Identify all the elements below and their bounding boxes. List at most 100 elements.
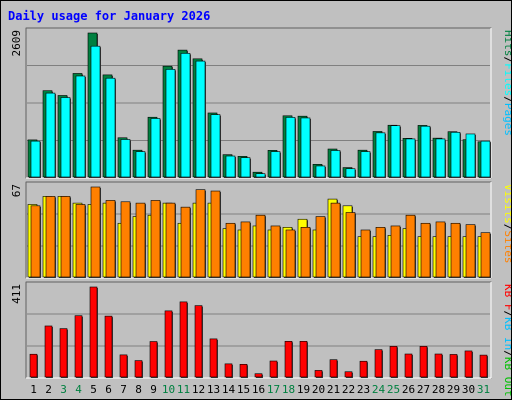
bar-kb-f-day-27 xyxy=(419,346,428,378)
bar-sites-day-31 xyxy=(480,232,491,278)
bar-kb-f-day-19 xyxy=(299,341,308,378)
x-tick-label-day-14: 14 xyxy=(222,383,236,396)
x-tick-label-day-19: 19 xyxy=(297,383,310,396)
bar-kb-f-day-11 xyxy=(179,301,188,378)
x-tick-label-day-21: 21 xyxy=(327,383,340,396)
x-tick-label-day-9: 9 xyxy=(150,383,157,396)
bar-kb-f-day-29 xyxy=(449,354,458,378)
x-tick-label-day-16: 16 xyxy=(252,383,265,396)
bar-sites-day-24 xyxy=(375,226,386,278)
x-tick-label-day-11: 11 xyxy=(177,383,190,396)
legend-entry: / xyxy=(502,96,511,103)
bar-files-day-24 xyxy=(375,132,386,178)
bar-sites-day-11 xyxy=(180,206,191,278)
bar-sites-day-8 xyxy=(135,202,146,278)
bar-sites-day-6 xyxy=(105,200,116,278)
bar-files-day-25 xyxy=(390,125,401,178)
bar-kb-f-day-24 xyxy=(374,349,383,378)
x-tick-label-day-25: 25 xyxy=(387,383,400,396)
bar-sites-day-16 xyxy=(255,214,266,278)
bar-files-day-20 xyxy=(315,165,326,178)
bar-files-day-30 xyxy=(465,133,476,178)
panel-1-max-label: 2609 xyxy=(10,30,23,57)
bar-files-day-4 xyxy=(75,75,86,178)
bar-sites-day-1 xyxy=(30,205,41,278)
x-tick-label-day-31: 31 xyxy=(477,383,490,396)
x-tick-label-day-4: 4 xyxy=(75,383,82,396)
x-tick-label-day-24: 24 xyxy=(372,383,386,396)
panel-2-legend: Visits/Sites xyxy=(502,184,511,264)
bar-files-day-12 xyxy=(195,60,206,178)
x-tick-label-day-1: 1 xyxy=(30,383,37,396)
bar-sites-day-19 xyxy=(300,226,311,278)
bar-sites-day-23 xyxy=(360,229,371,278)
x-tick-label-day-17: 17 xyxy=(267,383,280,396)
panel-3-background xyxy=(25,281,492,379)
x-tick-label-day-26: 26 xyxy=(402,383,415,396)
legend-entry: Pages xyxy=(502,103,511,136)
bar-sites-day-3 xyxy=(60,196,71,278)
bar-kb-f-day-12 xyxy=(194,305,203,378)
bar-kb-f-day-6 xyxy=(104,315,113,378)
bar-files-day-28 xyxy=(435,138,446,178)
panel-1-legend: Hits/Files/Pages xyxy=(502,30,511,136)
bar-files-day-3 xyxy=(60,97,71,178)
bar-files-day-19 xyxy=(300,117,311,178)
bar-sites-day-29 xyxy=(450,222,461,278)
legend-entry: Hits xyxy=(502,30,511,57)
bar-kb-f-day-14 xyxy=(224,363,233,378)
bar-sites-day-25 xyxy=(390,225,401,278)
x-tick-label-day-3: 3 xyxy=(60,383,67,396)
legend-entry: KB F xyxy=(502,284,511,311)
x-tick-label-day-30: 30 xyxy=(462,383,475,396)
bar-files-day-9 xyxy=(150,118,161,178)
chart-title: Daily usage for January 2026 xyxy=(8,9,210,23)
bar-kb-f-day-21 xyxy=(329,359,338,378)
panel-3-legend: KB F/KB In/KB Out xyxy=(502,284,511,397)
bar-kb-f-day-23 xyxy=(359,360,368,378)
bar-kb-f-day-2 xyxy=(44,325,53,378)
bar-files-day-16 xyxy=(255,173,266,178)
x-tick-label-day-12: 12 xyxy=(192,383,205,396)
bar-kb-f-day-4 xyxy=(74,315,83,378)
x-tick-label-day-6: 6 xyxy=(105,383,112,396)
bar-sites-day-15 xyxy=(240,221,251,278)
bar-files-day-8 xyxy=(135,151,146,178)
legend-entry: / xyxy=(502,311,511,318)
legend-entry: Files xyxy=(502,63,511,96)
bar-sites-day-20 xyxy=(315,216,326,278)
bar-kb-f-day-25 xyxy=(389,346,398,378)
bar-files-day-27 xyxy=(420,125,431,178)
bar-files-day-26 xyxy=(405,138,416,178)
x-tick-label-day-8: 8 xyxy=(135,383,142,396)
bar-files-day-15 xyxy=(240,157,251,178)
bar-kb-f-day-17 xyxy=(269,360,278,378)
x-tick-label-day-13: 13 xyxy=(207,383,220,396)
bar-files-day-17 xyxy=(270,151,281,178)
panel-3-max-label: 411 xyxy=(10,284,23,304)
bar-files-day-11 xyxy=(180,53,191,178)
legend-entry: / xyxy=(502,57,511,64)
bar-sites-day-2 xyxy=(45,196,56,278)
bar-kb-f-day-7 xyxy=(119,354,128,378)
legend-entry: Sites xyxy=(502,230,511,263)
bar-kb-f-day-5 xyxy=(89,286,98,378)
bar-kb-f-day-31 xyxy=(479,354,488,378)
bar-files-day-29 xyxy=(450,131,461,178)
bar-files-day-1 xyxy=(30,140,41,178)
x-tick-label-day-2: 2 xyxy=(45,383,52,396)
bar-sites-day-17 xyxy=(270,225,281,278)
bar-sites-day-14 xyxy=(225,222,236,278)
bar-sites-day-22 xyxy=(345,212,356,278)
bar-files-day-5 xyxy=(90,45,101,178)
panel-2-max-label: 67 xyxy=(10,184,23,197)
x-tick-label-day-18: 18 xyxy=(282,383,295,396)
bar-kb-f-day-10 xyxy=(164,310,173,378)
bar-kb-f-day-9 xyxy=(149,341,158,378)
bar-kb-f-day-18 xyxy=(284,341,293,378)
bar-sites-day-21 xyxy=(330,202,341,278)
bar-sites-day-4 xyxy=(75,204,86,278)
bar-files-day-7 xyxy=(120,139,131,178)
